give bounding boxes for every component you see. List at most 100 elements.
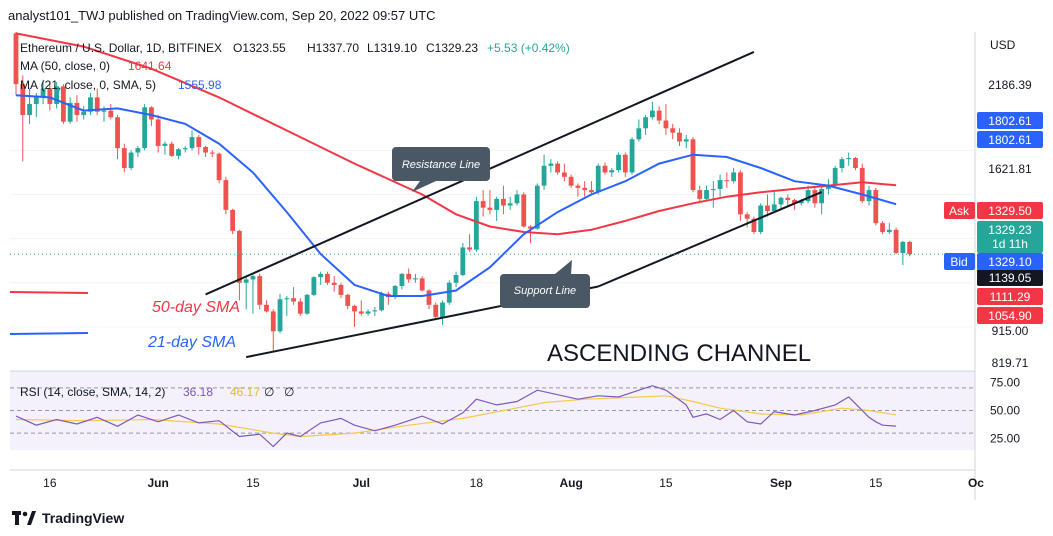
- candle-body: [751, 218, 757, 232]
- ask-tag-text: Ask: [949, 204, 970, 218]
- ma21-line: [15, 94, 897, 297]
- candle-body: [257, 276, 263, 305]
- candle-body: [568, 176, 574, 186]
- candle-body: [514, 194, 520, 204]
- candle-body: [203, 147, 208, 153]
- time-tick-label: Jul: [353, 476, 370, 490]
- price-tick-label: 1621.81: [988, 162, 1032, 176]
- candle-body: [47, 88, 53, 104]
- rsi-tick-label: 25.00: [990, 432, 1020, 446]
- rsi-line: [15, 385, 897, 448]
- sma50-legend-annotation: 50-day SMA: [9, 291, 240, 316]
- candle-body: [101, 110, 107, 112]
- legend-symbol: Ethereum / U.S. Dollar, 1D, BITFINEX: [20, 41, 222, 55]
- candle-body: [20, 84, 26, 116]
- bid-price-label: Bid 1329.10: [944, 253, 1043, 270]
- candle-body: [534, 185, 540, 229]
- price-tick-box: [977, 269, 1043, 286]
- candle-body: [900, 241, 906, 253]
- candle-body: [629, 139, 635, 173]
- price-tick-label: 1802.61: [988, 133, 1032, 147]
- candle-body: [724, 180, 730, 182]
- candle-body: [541, 165, 547, 186]
- candle-body: [737, 172, 743, 215]
- support-callout-box: [500, 274, 590, 308]
- candle-body: [54, 86, 60, 104]
- legend-ma50-label: MA (50, close, 0): [20, 59, 110, 73]
- candle-body: [548, 163, 554, 166]
- candle-body: [765, 205, 770, 212]
- channel-lower-extension-line: [597, 191, 823, 288]
- legend-high: H1337.70: [307, 41, 359, 55]
- candle-body: [115, 117, 120, 149]
- candle-body: [853, 158, 858, 168]
- candle-body: [656, 110, 662, 121]
- candle-body: [595, 165, 601, 193]
- candle-body: [839, 159, 845, 168]
- tradingview-logo-icon: [12, 511, 36, 525]
- candle-body: [636, 128, 642, 140]
- candle-body: [209, 152, 215, 154]
- candle-body: [582, 187, 588, 191]
- publish-header: analyst101_TWJ published on TradingView.…: [0, 0, 1053, 32]
- candle-body: [277, 299, 283, 332]
- candle-body: [243, 279, 249, 283]
- price-tick-label: 1054.90: [988, 309, 1032, 323]
- resistance-callout-pointer: [412, 181, 436, 192]
- candle-body: [886, 229, 892, 232]
- candle-body: [507, 203, 513, 206]
- candle-body: [555, 163, 560, 173]
- candle-body: [697, 190, 703, 199]
- legend-change: +5.53 (+0.42%): [487, 41, 570, 55]
- candle-body: [589, 190, 594, 193]
- rsi-tick-label: 50.00: [990, 404, 1020, 418]
- candle-body: [413, 278, 418, 280]
- legend-close: C1329.23: [426, 41, 478, 55]
- time-tick-label: 15: [869, 476, 883, 490]
- candle-body: [880, 223, 885, 232]
- candle-body: [264, 304, 269, 312]
- candle-body: [528, 226, 533, 229]
- candle-body: [121, 148, 127, 168]
- candle-body: [710, 188, 716, 191]
- candle-body: [521, 194, 527, 227]
- support-callout-text: Support Line: [514, 285, 576, 297]
- candle-body: [826, 185, 831, 189]
- support-callout-pointer: [555, 260, 572, 274]
- sma21-legend-annotation: 21-day SMA: [9, 332, 236, 351]
- candle-body: [460, 247, 466, 276]
- candle-body: [501, 198, 506, 206]
- price-tick-box: [977, 112, 1043, 129]
- candle-body: [40, 88, 46, 98]
- candle-body: [358, 311, 364, 314]
- candle-body: [372, 310, 378, 312]
- sma50-legend-text: 50-day SMA: [152, 299, 240, 316]
- candle-body: [744, 214, 750, 219]
- legend-rsi-na2: ∅: [284, 385, 294, 399]
- candle-body: [731, 172, 737, 182]
- candle-body: [365, 311, 371, 314]
- candle-body: [907, 241, 913, 255]
- candle-body: [352, 305, 357, 312]
- candle-body: [704, 190, 709, 199]
- legend-ma50-value: 1641.64: [128, 59, 172, 73]
- bar-countdown: 1d 11h: [992, 237, 1028, 251]
- resistance-callout-box: [392, 147, 490, 181]
- ma50-line: [15, 32, 897, 236]
- candle-body: [142, 107, 148, 149]
- candle-body: [453, 275, 459, 283]
- support-callout: Support Line: [500, 260, 590, 308]
- time-tick-label: Aug: [559, 476, 582, 490]
- candle-body: [859, 167, 865, 202]
- candle-body: [717, 180, 723, 189]
- last-price-label: 1329.23 1d 11h: [977, 221, 1043, 253]
- price-chart[interactable]: Ethereum / U.S. Dollar, 1D, BITFINEX O13…: [0, 32, 1053, 500]
- candle-body: [670, 128, 676, 133]
- publish-text: analyst101_TWJ published on TradingView.…: [8, 8, 436, 23]
- candle-body: [622, 154, 628, 173]
- candle-body: [649, 110, 655, 118]
- time-tick-label: Oc: [968, 476, 984, 490]
- ask-value-box: [977, 202, 1043, 219]
- candle-body: [616, 154, 621, 171]
- candle-body: [155, 119, 161, 146]
